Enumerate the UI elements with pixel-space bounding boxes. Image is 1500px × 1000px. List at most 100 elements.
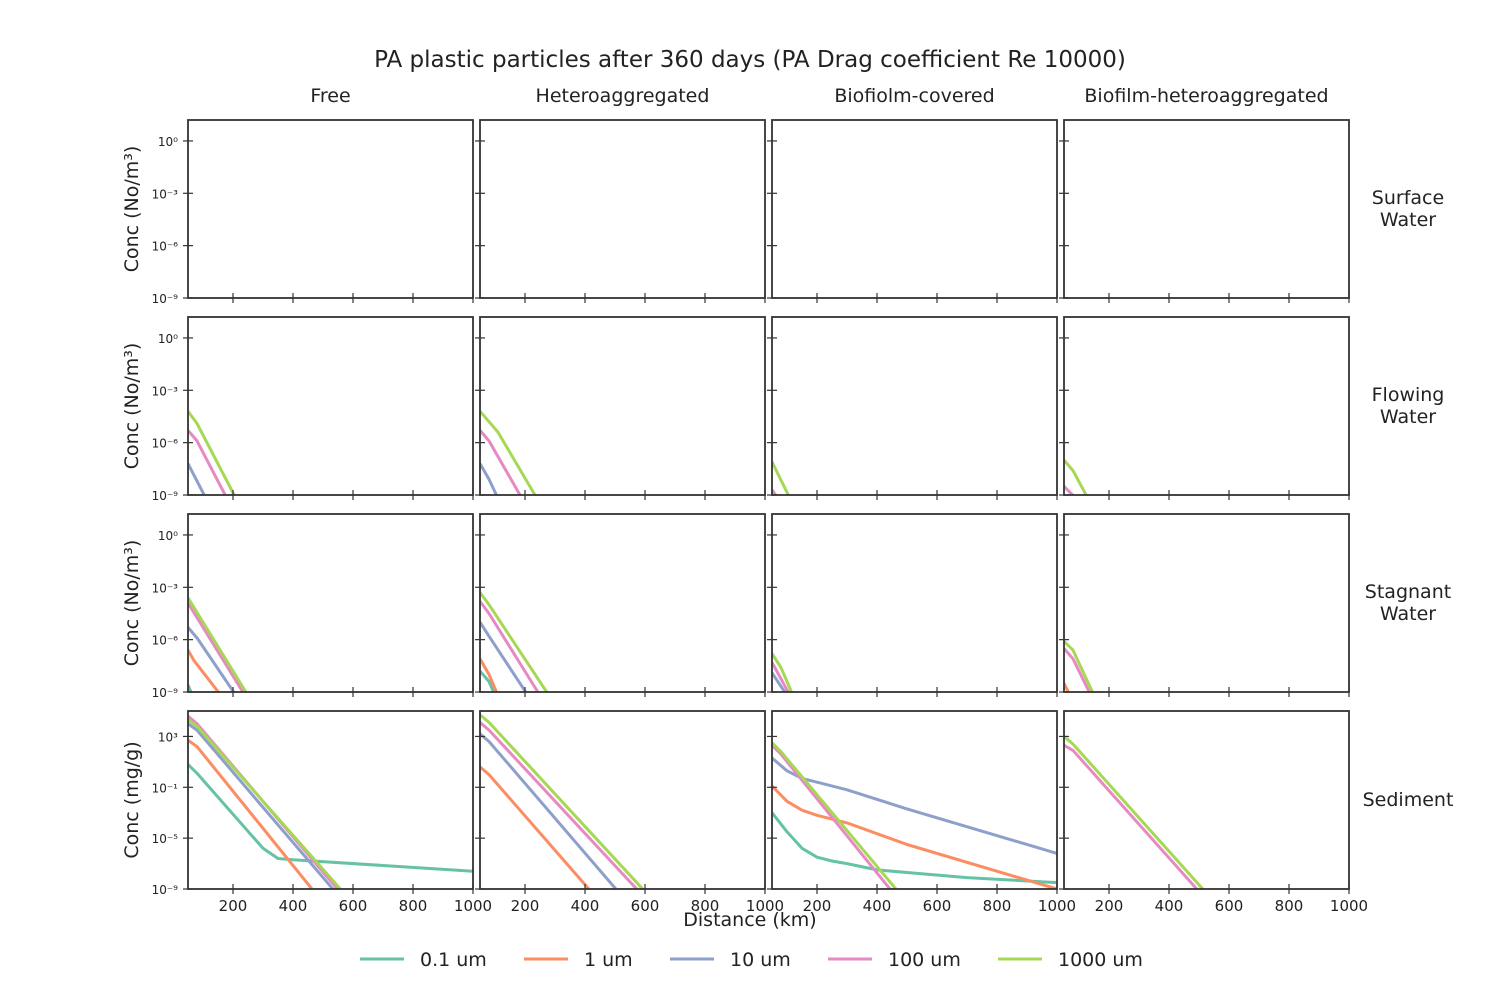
panel-frame	[479, 513, 766, 693]
panel-frame	[187, 513, 474, 693]
series-line	[188, 649, 221, 692]
panel: 200 400 600 800 1000	[767, 710, 1076, 915]
row-label: Water	[1380, 603, 1436, 625]
legend-item: 1000 um	[998, 949, 1143, 971]
series-line	[188, 738, 314, 889]
y-tick-label: 10⁻⁶	[152, 634, 179, 648]
legend-item: 0.1 um	[360, 949, 487, 971]
panel-frame	[479, 710, 766, 890]
series-line	[480, 591, 549, 692]
x-tick-label: 600	[339, 897, 368, 915]
legend-label: 10 um	[730, 949, 791, 971]
row-label: Surface	[1372, 187, 1444, 209]
legend-label: 1 um	[584, 949, 633, 971]
x-tick-label: 1000	[1330, 897, 1368, 915]
series-line	[1064, 682, 1070, 692]
series-line	[480, 429, 522, 495]
y-tick-label: 10⁻⁹	[152, 489, 179, 503]
x-tick-label: 400	[279, 897, 308, 915]
series-line	[188, 429, 227, 495]
series-line	[772, 741, 898, 889]
series-line	[188, 462, 206, 495]
panel-grid: Conc (No/m³) SurfaceWater10⁰10⁻³10⁻⁶10⁻⁹F…	[121, 85, 1453, 915]
x-tick-label: 800	[1275, 897, 1304, 915]
series-line	[188, 718, 343, 889]
series-line	[1064, 485, 1075, 495]
series-line	[480, 670, 496, 692]
series-line	[772, 461, 790, 495]
panel	[1059, 119, 1350, 303]
panel: 10⁰ 10⁻³ 10⁻⁶ 10⁻⁹	[152, 513, 474, 700]
panel: 200 400 600 800 1000	[1059, 710, 1368, 915]
series-line	[480, 462, 499, 495]
panel: 10⁰ 10⁻³ 10⁻⁶ 10⁻⁹	[152, 316, 474, 503]
x-tick-label: 400	[571, 897, 600, 915]
row-label: Water	[1380, 209, 1436, 231]
series-line	[1064, 735, 1205, 889]
x-tick-label: 200	[511, 897, 540, 915]
series-line	[772, 661, 790, 692]
y-axis-label: Conc (No/m³)	[121, 540, 143, 667]
panel-frame	[1063, 710, 1350, 890]
y-tick-label: 10⁻¹	[152, 781, 179, 795]
x-tick-label: 600	[631, 897, 660, 915]
panel-frame	[771, 513, 1058, 693]
y-tick-label: 10⁻⁹	[152, 292, 179, 306]
panel: 10³ 10⁻¹ 10⁻⁵ 10⁻⁹ 200 400 600 800 1000	[152, 710, 492, 915]
series-line	[1064, 743, 1199, 889]
column-title: Free	[310, 85, 350, 107]
legend-item: 10 um	[670, 949, 791, 971]
x-tick-label: 800	[399, 897, 428, 915]
panel-frame	[771, 710, 1058, 890]
column-title: Heteroaggregated	[536, 85, 710, 107]
panel-frame	[771, 316, 1058, 496]
x-tick-label: 1000	[746, 897, 784, 915]
panel-frame	[1063, 316, 1350, 496]
legend-item: 1 um	[524, 949, 633, 971]
series-line	[1064, 647, 1091, 692]
panel	[767, 119, 1058, 303]
y-tick-label: 10⁻⁶	[152, 437, 179, 451]
panel-frame	[771, 119, 1058, 299]
legend-label: 100 um	[888, 949, 961, 971]
panel	[1059, 316, 1350, 500]
legend-label: 0.1 um	[420, 949, 487, 971]
series-line	[188, 602, 245, 692]
y-tick-label: 10⁻⁶	[152, 240, 179, 254]
x-tick-label: 400	[863, 897, 892, 915]
x-tick-label: 400	[1155, 897, 1184, 915]
y-tick-label: 10⁰	[158, 332, 178, 346]
series-line	[480, 621, 528, 692]
legend: 0.1 um 1 um 10 um 100 um 1000 um	[360, 949, 1143, 971]
y-tick-label: 10⁻⁹	[152, 686, 179, 700]
y-tick-label: 10⁻³	[152, 384, 179, 398]
y-tick-label: 10⁻⁵	[152, 832, 179, 846]
panel-frame	[479, 316, 766, 496]
series-line	[480, 713, 645, 889]
x-tick-label: 200	[219, 897, 248, 915]
row-label: Sediment	[1363, 789, 1454, 811]
figure-title: PA plastic particles after 360 days (PA …	[374, 47, 1126, 73]
panel	[475, 316, 766, 500]
panel-frame	[1063, 119, 1350, 299]
series-line	[480, 721, 639, 889]
y-axis-label: Conc (mg/g)	[121, 741, 143, 858]
y-tick-label: 10⁻⁹	[152, 883, 179, 897]
panel: 200 400 600 800 1000	[475, 710, 784, 915]
y-axis-label: Conc (No/m³)	[121, 146, 143, 273]
panel	[475, 119, 766, 303]
column-title: Biofilm-heteroaggregated	[1084, 85, 1328, 107]
x-tick-label: 1000	[1038, 897, 1076, 915]
series-line	[772, 784, 1057, 889]
panel-frame	[1063, 513, 1350, 693]
series-line	[772, 811, 1057, 885]
panel: 10⁰ 10⁻³ 10⁻⁶ 10⁻⁹	[152, 119, 474, 306]
panel	[1059, 513, 1350, 697]
panel-frame	[187, 710, 474, 890]
y-tick-label: 10⁻³	[152, 581, 179, 595]
series-line	[188, 410, 236, 495]
y-tick-label: 10⁰	[158, 529, 178, 543]
x-tick-label: 800	[983, 897, 1012, 915]
column-title: Biofiolm-covered	[834, 85, 994, 107]
x-tick-label: 800	[691, 897, 720, 915]
